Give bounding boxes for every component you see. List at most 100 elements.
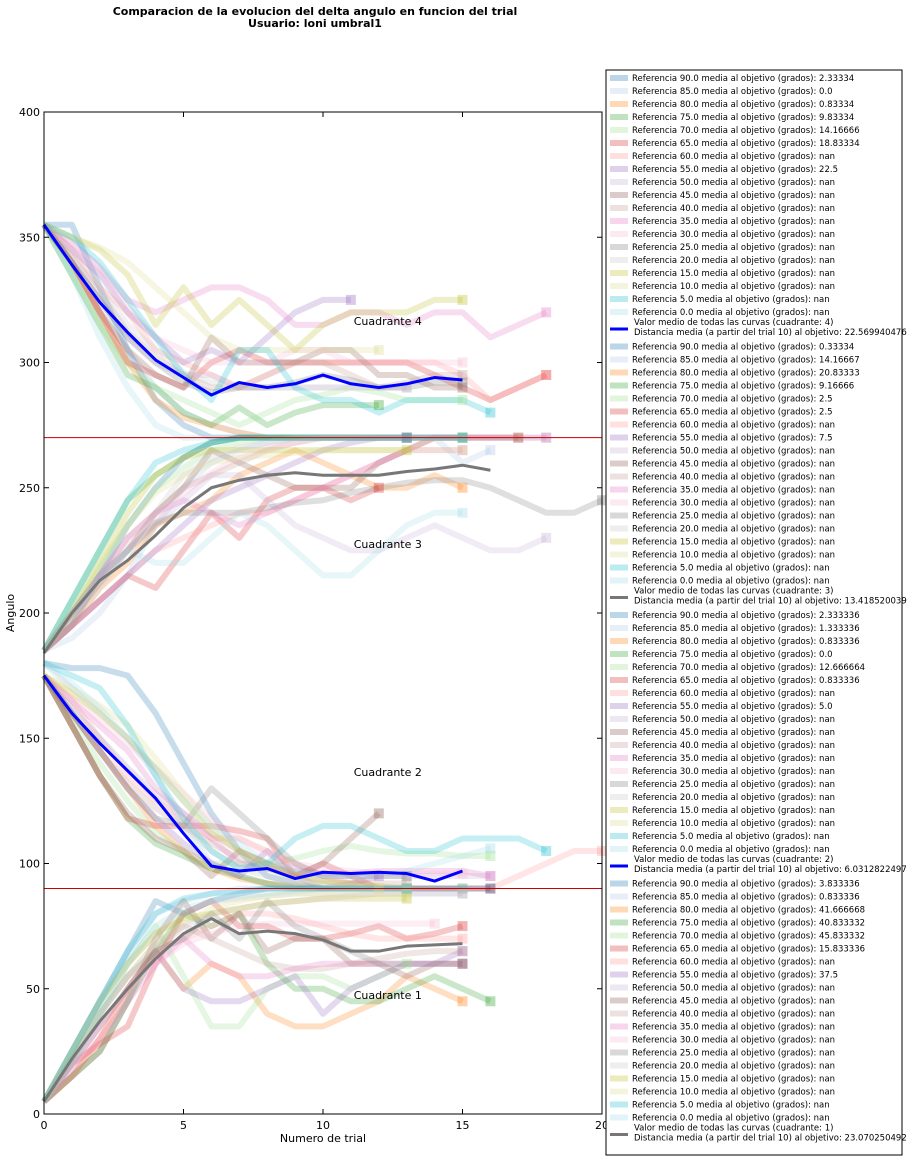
end-marker-q3-ref-8 [541, 532, 552, 543]
legend-entry: Referencia 10.0 media al objetivo (grado… [632, 819, 835, 829]
end-marker-q2-ref-8 [485, 871, 496, 882]
series-q2-ref-4 [41, 673, 491, 867]
chart-subtitle: Usuario: loni umbral1 [248, 17, 382, 30]
x-tick-label: 15 [456, 1119, 470, 1132]
legend-entry: Referencia 50.0 media al objetivo (grado… [632, 984, 835, 994]
end-marker-q4-ref-11 [541, 307, 552, 318]
series-q4-ref-5 [41, 222, 548, 404]
legend-entry: Referencia 90.0 media al objetivo (grado… [632, 880, 860, 890]
end-marker-q1-ref-5 [457, 921, 468, 932]
series-q1-ref-11 [41, 935, 463, 1104]
legend-entry: Referencia 45.0 media al objetivo (grado… [632, 460, 835, 470]
legend-entry: Referencia 70.0 media al objetivo (grado… [632, 663, 865, 673]
legend-entry: Referencia 0.0 media al objetivo (grados… [632, 308, 830, 318]
series-q2-ref-16 [42, 672, 380, 892]
legend-entry: Referencia 70.0 media al objetivo (grado… [632, 126, 860, 136]
series-q2-ref-10 [41, 673, 407, 887]
series-q2-ref-15 [42, 673, 407, 892]
legend-entry: Referencia 80.0 media al objetivo (grado… [632, 906, 865, 916]
series-q4-ref-9 [41, 222, 463, 391]
series-q1-ref-13 [41, 898, 463, 1104]
quadrant-label-2: Cuadrante 3 [354, 538, 422, 551]
end-marker-q4-ref-17 [485, 407, 496, 418]
legend-entry: Referencia 90.0 media al objetivo (grado… [632, 611, 860, 621]
end-marker-q1-ref-14 [457, 888, 468, 899]
legend-entry: Referencia 35.0 media al objetivo (grado… [632, 1023, 835, 1033]
legend-entry: Referencia 85.0 media al objetivo (grado… [632, 356, 860, 366]
y-tick-label: 0 [33, 1108, 40, 1121]
series-q1-ref-14 [41, 890, 463, 1103]
series-q2-ref-13 [41, 673, 407, 880]
end-marker-q2-ref-18 [485, 843, 496, 854]
legend-entry: Referencia 60.0 media al objetivo (grado… [632, 689, 835, 699]
series-q4-ref-14 [41, 222, 407, 391]
chart-title: Comparacion de la evolucion del delta an… [113, 5, 518, 18]
series-q1-ref-4 [41, 923, 408, 1104]
legend-entry: Referencia 80.0 media al objetivo (grado… [632, 369, 860, 379]
end-marker-q2-ref-7 [373, 871, 384, 882]
end-marker-q4-ref-7 [345, 294, 356, 305]
target-lines [44, 437, 602, 890]
end-marker-q1-ref-15 [401, 893, 412, 904]
x-tick-label: 10 [316, 1119, 330, 1132]
legend-entry: Referencia 20.0 media al objetivo (grado… [632, 256, 835, 266]
series-q2-ref-14 [41, 673, 407, 892]
series-q3-ref-16 [41, 447, 463, 653]
end-marker-q4-ref-14 [401, 382, 412, 393]
end-marker-q4-ref-9 [457, 382, 468, 393]
series-q4-mean [42, 223, 463, 397]
legend-entry: Referencia 30.0 media al objetivo (grado… [632, 499, 835, 509]
y-axis-label: Angulo [4, 594, 17, 633]
series-q3-ref-5 [41, 484, 381, 653]
x-tick-label: 0 [41, 1119, 48, 1132]
legend-entry: Referencia 85.0 media al objetivo (grado… [632, 87, 833, 97]
end-marker-q1-ref-3 [485, 996, 496, 1007]
end-marker-q1-ref-16 [401, 888, 412, 899]
end-marker-q1-ref-9 [457, 958, 468, 969]
series-q4-ref-7 [41, 222, 351, 366]
legend-entry-distance: Distancia media (a partir del trial 10) … [634, 865, 907, 875]
legend-entry: Referencia 65.0 media al objetivo (grado… [632, 676, 860, 686]
quadrant-annotations: Cuadrante 4 Cuadrante 3 Cuadrante 2 Cuadran… [354, 315, 422, 1002]
legend-entry: Referencia 70.0 media al objetivo (grado… [632, 932, 865, 942]
end-marker-q2-ref-13 [401, 871, 412, 882]
series-q4-ref-16 [42, 221, 379, 353]
series-q4-ref-17 [42, 221, 492, 416]
end-marker-q3-ref-18 [457, 507, 468, 518]
legend-entry: Referencia 25.0 media al objetivo (grado… [632, 243, 835, 253]
end-marker-q4-ref-3 [373, 400, 384, 411]
series-q1-ref-5 [41, 898, 464, 1104]
end-marker-q1-ref-10 [457, 946, 468, 957]
end-marker-q2-ref-10 [401, 878, 412, 889]
legend-entry: Referencia 35.0 media al objetivo (grado… [632, 217, 835, 227]
legend-entry: Referencia 45.0 media al objetivo (grado… [632, 728, 835, 738]
legend-entry: Referencia 20.0 media al objetivo (grado… [632, 1062, 835, 1072]
end-marker-q4-ref-8 [401, 382, 412, 393]
y-tick-label: 400 [19, 106, 40, 119]
end-marker-q4-ref-4 [457, 395, 468, 406]
legend-entry: Referencia 60.0 media al objetivo (grado… [632, 421, 835, 431]
legend: Referencia 90.0 media al objetivo (grado… [605, 69, 907, 1156]
end-marker-q2-ref-9 [373, 808, 384, 819]
legend-entry: Referencia 85.0 media al objetivo (grado… [632, 624, 860, 634]
series-q4-ref-11 [42, 222, 548, 341]
legend-entry: Referencia 75.0 media al objetivo (grado… [632, 650, 833, 660]
series-q4-ref-6 [41, 222, 548, 404]
end-marker-q4-ref-15 [457, 294, 468, 305]
end-marker-q3-ref-16 [457, 445, 468, 456]
legend-entry: Referencia 10.0 media al objetivo (grado… [632, 551, 835, 561]
series-q1-ref-15 [41, 895, 407, 1103]
legend-entry: Referencia 50.0 media al objetivo (grado… [632, 715, 835, 725]
y-axis-ticks: 0 50 100 150 200 250 300 350 400 [19, 106, 602, 1121]
legend-entry: Referencia 85.0 media al objetivo (grado… [632, 893, 860, 903]
quadrant-label-1: Cuadrante 4 [354, 315, 422, 328]
legend-entry: Referencia 40.0 media al objetivo (grado… [632, 741, 835, 751]
legend-entry: Referencia 55.0 media al objetivo (grado… [632, 434, 833, 444]
end-marker-q1-ref-13 [457, 958, 468, 969]
legend-entry: Referencia 45.0 media al objetivo (grado… [632, 191, 835, 201]
series-q1-ref-12 [41, 920, 435, 1104]
legend-entry: Referencia 5.0 media al objetivo (grados… [632, 564, 830, 574]
series-q3-mean [42, 463, 491, 654]
legend-entry: Referencia 25.0 media al objetivo (grado… [632, 1049, 835, 1059]
